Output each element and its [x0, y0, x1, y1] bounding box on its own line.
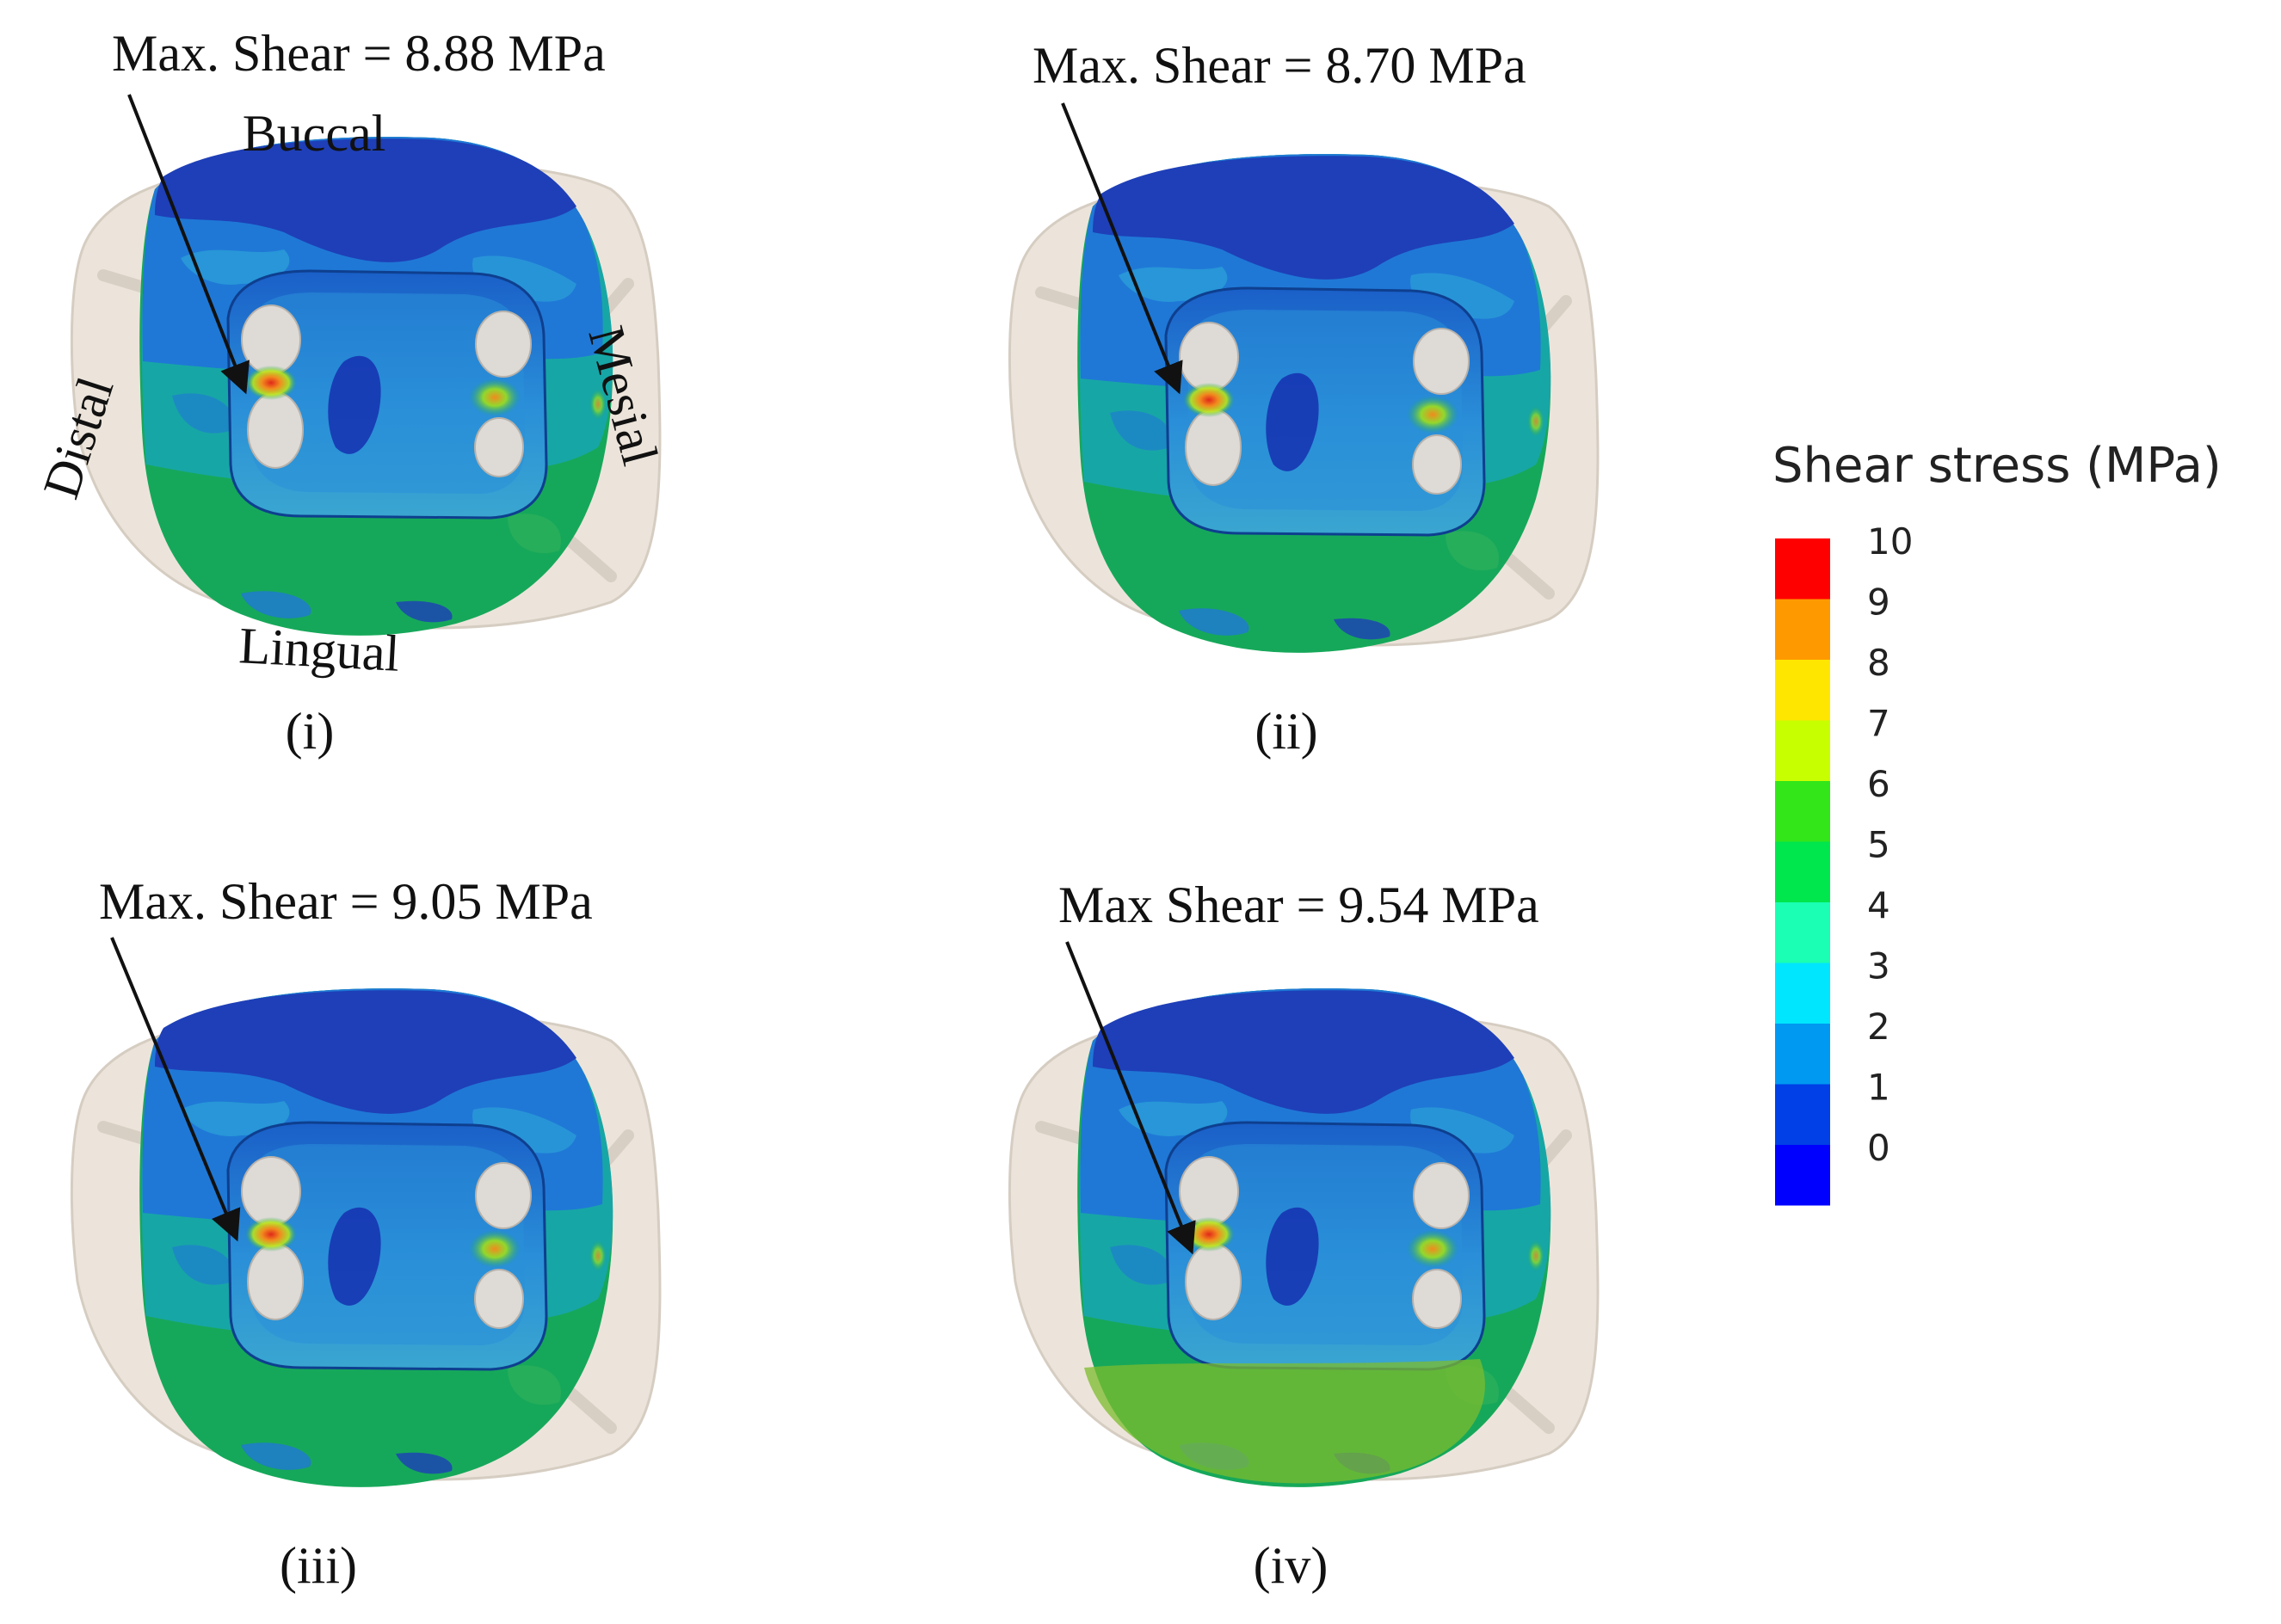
panel-3: Max. Shear = 9.05 MPa (iii): [71, 873, 660, 1594]
tooth-model-3: [71, 988, 660, 1487]
max-shear-label: Max Shear = 9.54 MPa: [1058, 877, 1539, 933]
high-stress-band: [1084, 1359, 1485, 1484]
legend-swatch: [1775, 1024, 1830, 1085]
tooth-model-2: [1009, 154, 1598, 653]
legend-tick-label: 2: [1867, 1006, 1890, 1048]
max-shear-label: Max. Shear = 9.05 MPa: [99, 873, 593, 930]
legend-tick-label: 0: [1867, 1127, 1890, 1169]
legend-swatch: [1775, 963, 1830, 1024]
legend-swatch: [1775, 902, 1830, 963]
panel-1: Max. Shear = 8.88 MPa(i)BuccalLingualDis…: [32, 25, 669, 760]
panel-4: Max Shear = 9.54 MPa (iv): [1009, 877, 1598, 1594]
lingual-label: Lingual: [237, 617, 401, 682]
panels-group: Max. Shear = 8.88 MPa(i)BuccalLingualDis…: [32, 25, 1598, 1594]
max-shear-label: Max. Shear = 8.70 MPa: [1033, 37, 1526, 94]
legend-tick-label: 8: [1867, 642, 1890, 684]
legend-swatch: [1775, 841, 1830, 902]
legend-tick-label: 3: [1867, 945, 1890, 987]
max-shear-arrow: [1065, 941, 1196, 1255]
panel-label: (i): [286, 703, 335, 760]
legend-bars: [1775, 538, 1830, 1206]
max-shear-label: Max. Shear = 8.88 MPa: [112, 25, 606, 82]
legend-tick-label: 1: [1867, 1067, 1890, 1109]
legend-swatch: [1775, 538, 1830, 600]
legend-swatch: [1775, 1084, 1830, 1145]
max-shear-arrow: [127, 94, 250, 395]
legend-tick-label: 4: [1867, 884, 1890, 926]
panel-label: (ii): [1255, 703, 1317, 760]
legend-swatch: [1775, 660, 1830, 721]
legend-swatch: [1775, 599, 1830, 660]
panel-label: (iv): [1254, 1537, 1329, 1594]
legend-tick-label: 9: [1867, 581, 1890, 624]
legend-tick-label: 7: [1867, 703, 1890, 745]
panel-label: (iii): [280, 1537, 357, 1594]
legend-tick-label: 6: [1867, 763, 1890, 805]
max-shear-arrow: [110, 937, 241, 1242]
legend-title: Shear stress (MPa): [1772, 438, 2222, 494]
legend-swatch: [1775, 781, 1830, 842]
max-shear-arrow: [1061, 102, 1183, 395]
tooth-model-1: [71, 137, 660, 636]
panel-2: Max. Shear = 8.70 MPa (ii): [1009, 37, 1598, 760]
buccal-label: Buccal: [243, 105, 386, 162]
legend-swatch: [1775, 720, 1830, 781]
legend-tick-label: 5: [1867, 824, 1890, 866]
legend-tick-label: 10: [1867, 520, 1913, 563]
legend-swatch: [1775, 1145, 1830, 1206]
